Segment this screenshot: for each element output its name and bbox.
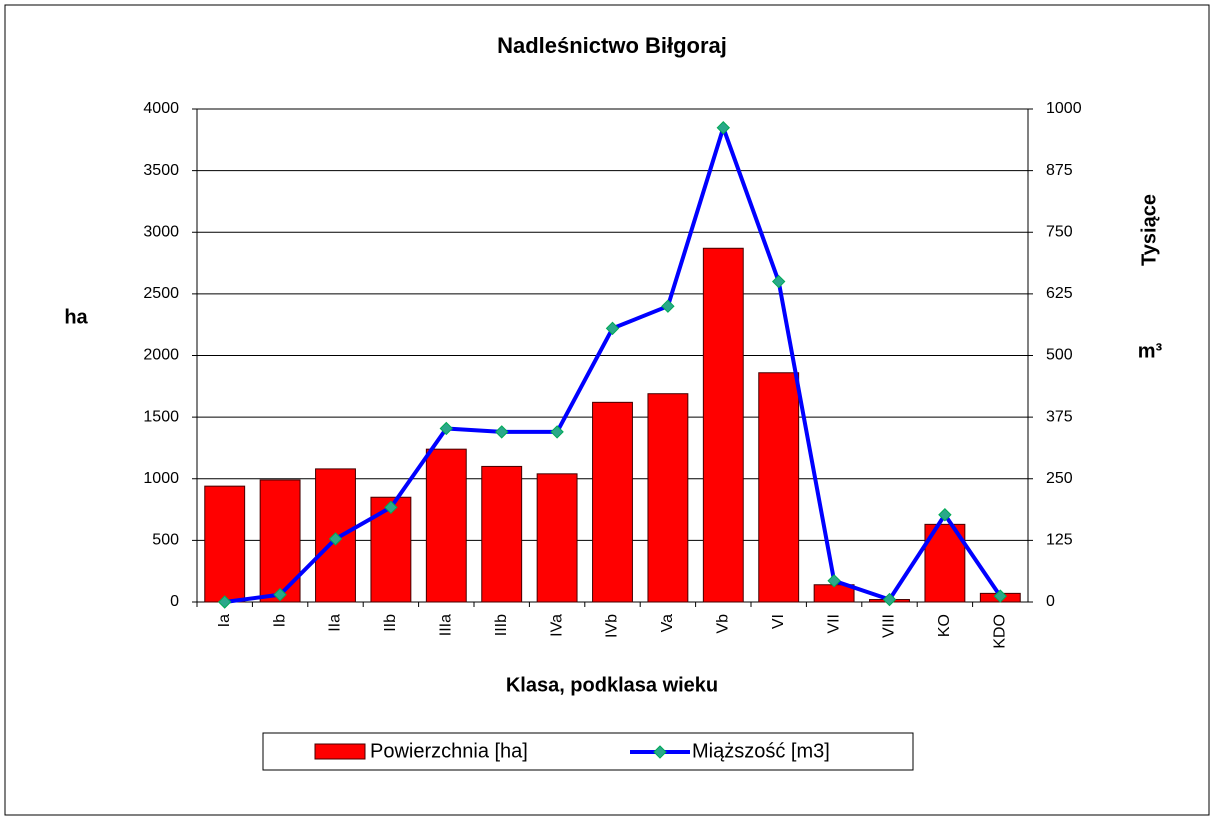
y2-tick-label: 750 xyxy=(1046,223,1073,240)
x-tick-label: VII xyxy=(825,614,842,634)
y-tick-label: 3500 xyxy=(143,162,179,179)
y-tick-label: 2000 xyxy=(143,347,179,364)
line-marker xyxy=(217,595,232,609)
line-marker xyxy=(439,421,454,436)
y2-tick-label: 625 xyxy=(1046,285,1073,302)
y-axis-title: ha xyxy=(64,306,88,328)
line-marker xyxy=(827,574,841,588)
y2-axis-title: Tysiące xyxy=(1138,194,1160,266)
bar xyxy=(592,401,633,603)
x-tick-label: IIIa xyxy=(438,614,455,636)
x-tick-label: Va xyxy=(659,614,676,632)
y-tick-label: 4000 xyxy=(143,100,179,117)
y2-tick-label: 1000 xyxy=(1046,100,1082,117)
bar xyxy=(702,247,744,603)
legend-label: Miąższość [m3] xyxy=(692,740,830,762)
line-marker xyxy=(384,500,398,515)
x-tick-label: IVb xyxy=(604,614,621,638)
chart-title: Nadleśnictwo Biłgoraj xyxy=(497,33,727,58)
x-tick-label: Ia xyxy=(216,614,233,627)
x-tick-label: Ib xyxy=(271,614,288,627)
x-tick-label: IIb xyxy=(382,614,399,632)
line-marker xyxy=(605,321,620,336)
y2-tick-label: 375 xyxy=(1046,408,1073,425)
line-marker xyxy=(273,587,287,602)
y2-tick-label: 250 xyxy=(1046,470,1073,487)
y2-tick-label: 875 xyxy=(1046,162,1073,179)
line-marker xyxy=(494,425,509,439)
line-marker xyxy=(938,508,952,522)
bar xyxy=(204,485,246,603)
x-tick-label: IIIb xyxy=(493,614,510,636)
y-tick-label: 1500 xyxy=(143,408,179,425)
x-tick-label: IVa xyxy=(548,614,565,637)
line-marker xyxy=(328,532,343,546)
bar xyxy=(536,473,578,603)
x-tick-label: Vb xyxy=(715,614,732,634)
x-axis-title: Klasa, podklasa wieku xyxy=(506,674,718,696)
bar xyxy=(481,465,523,603)
bar xyxy=(647,393,689,603)
y-tick-label: 2500 xyxy=(143,285,179,302)
y2-tick-label: 125 xyxy=(1046,532,1073,549)
bar xyxy=(425,448,467,603)
line-marker xyxy=(716,121,731,135)
x-tick-label: VIII xyxy=(881,614,898,638)
line-marker xyxy=(661,299,675,313)
legend-label: Powierzchnia [ha] xyxy=(370,740,528,762)
y-tick-label: 1000 xyxy=(143,470,179,487)
bar xyxy=(758,372,800,603)
legend-swatch xyxy=(314,743,366,760)
x-tick-label: KDO xyxy=(992,614,1009,649)
x-tick-label: VI xyxy=(770,614,787,629)
x-tick-label: IIa xyxy=(327,614,344,632)
line-marker xyxy=(771,274,786,289)
legend-marker xyxy=(653,745,667,759)
y2-axis-unit: m³ xyxy=(1138,340,1163,362)
legend-box xyxy=(262,732,914,771)
bar xyxy=(259,479,301,603)
y-tick-label: 3000 xyxy=(143,223,179,240)
x-tick-label: KO xyxy=(936,614,953,637)
y-tick-label: 500 xyxy=(152,532,179,549)
line-marker xyxy=(882,592,897,607)
y-tick-label: 0 xyxy=(170,593,179,610)
line-marker xyxy=(993,589,1008,603)
y2-tick-label: 500 xyxy=(1046,347,1073,364)
line-marker xyxy=(550,425,564,439)
y2-tick-label: 0 xyxy=(1046,593,1055,610)
